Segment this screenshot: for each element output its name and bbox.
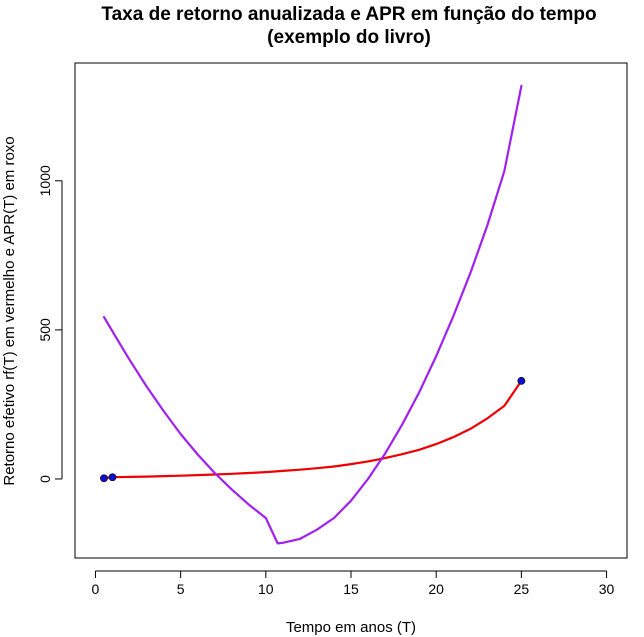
x-tick-label: 0 [92, 581, 100, 597]
series-layer [102, 84, 523, 545]
x-tick-label: 25 [514, 581, 530, 597]
y-tick-label: 500 [37, 318, 53, 342]
plot-frame [74, 62, 628, 559]
y-tick-label: 0 [37, 475, 53, 483]
series-line-apr [102, 84, 523, 545]
y-tick-label: 1000 [37, 165, 53, 196]
points-layer [100, 376, 526, 483]
x-tick-label: 5 [177, 581, 185, 597]
x-tick-label: 30 [599, 581, 615, 597]
data-point [517, 376, 526, 385]
series-line-rf [102, 379, 523, 480]
chart-subtitle: (exemplo do livro) [267, 27, 431, 48]
y-axis-label: Retorno efetivo rf(T) em vermelho e APR(… [1, 136, 18, 485]
data-point [108, 473, 117, 482]
data-point [100, 474, 108, 483]
chart-title: Taxa de retorno anualizada e APR em funç… [101, 4, 596, 25]
x-tick-label: 20 [428, 581, 444, 597]
x-axis-label: Tempo em anos (T) [286, 619, 416, 636]
x-axis: 0 5 10 15 20 25 30 [92, 570, 615, 597]
x-tick-label: 15 [343, 581, 359, 597]
y-axis: 0 500 1000 [37, 165, 63, 483]
x-tick-label: 10 [258, 581, 274, 597]
